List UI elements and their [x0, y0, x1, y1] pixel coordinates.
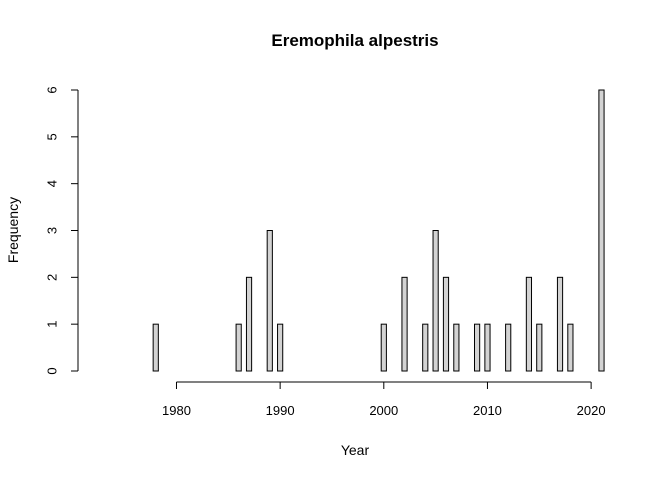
chart-title: Eremophila alpestris — [271, 31, 438, 50]
y-tick-label: 2 — [45, 274, 60, 281]
bar — [235, 323, 242, 372]
y-tick-label: 6 — [45, 86, 60, 93]
bar — [432, 230, 439, 372]
bar — [422, 323, 429, 372]
y-axis: 0 1 2 3 4 5 6 — [45, 86, 79, 375]
bar — [567, 323, 574, 372]
bar — [484, 323, 491, 372]
x-axis-label: Year — [341, 442, 370, 458]
bar — [380, 323, 387, 372]
bar — [474, 323, 481, 372]
bar — [266, 230, 273, 372]
bar — [525, 276, 533, 372]
bar — [277, 323, 284, 372]
x-tick-label: 2010 — [473, 403, 502, 418]
x-tick-label: 2000 — [369, 403, 398, 418]
x-tick-label: 2020 — [577, 403, 606, 418]
x-axis: 1980 1990 2000 2010 2020 — [162, 381, 606, 418]
bar — [556, 276, 564, 372]
bar — [598, 89, 605, 372]
y-tick-label: 4 — [45, 180, 60, 187]
y-tick-label: 5 — [45, 133, 60, 140]
bar — [152, 323, 159, 372]
bar — [505, 323, 512, 372]
bar — [245, 276, 253, 372]
x-tick-label: 1990 — [266, 403, 295, 418]
y-tick-label: 1 — [45, 321, 60, 328]
bar — [536, 323, 543, 372]
y-tick-label: 3 — [45, 227, 60, 234]
y-axis-label: Frequency — [5, 197, 21, 263]
bar — [442, 276, 450, 372]
x-tick-label: 1980 — [162, 403, 191, 418]
y-tick-label: 0 — [45, 367, 60, 374]
bar — [401, 276, 408, 372]
bar — [453, 323, 460, 372]
bars — [152, 89, 605, 372]
